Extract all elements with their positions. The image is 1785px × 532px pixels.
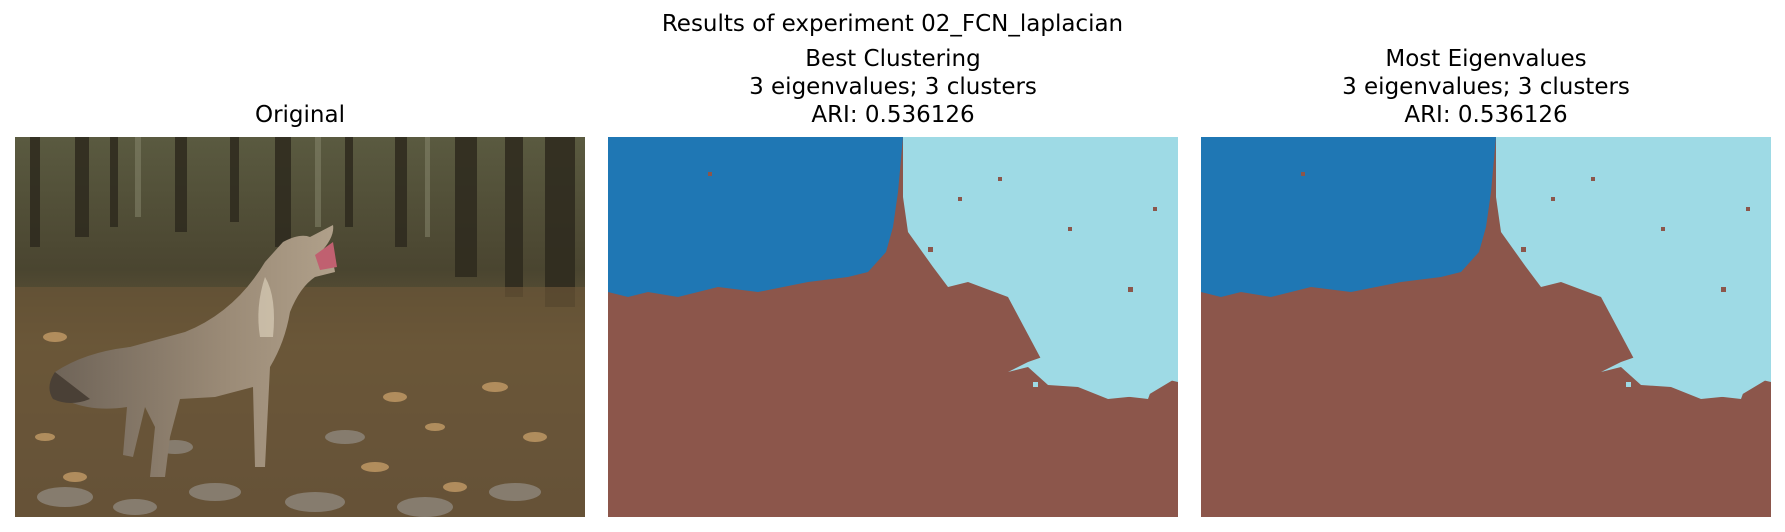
panel-title-most-eigenvalues: Most Eigenvalues 3 eigenvalues; 3 cluste… (1201, 45, 1771, 129)
title-line: 3 eigenvalues; 3 clusters (749, 74, 1037, 100)
title-line: Best Clustering (805, 46, 981, 72)
panel-most-eigenvalues: Most Eigenvalues 3 eigenvalues; 3 cluste… (1201, 0, 1771, 532)
original-image (15, 137, 585, 517)
title-line: ARI: 0.536126 (811, 102, 975, 128)
figure-title: Results of experiment 02_FCN_laplacian (661, 11, 1124, 37)
title-line: Original (254, 102, 345, 128)
cluster-map-best (608, 137, 1178, 517)
panel-title-best-clustering: Best Clustering 3 eigenvalues; 3 cluster… (608, 45, 1178, 129)
title-line: Most Eigenvalues (1385, 46, 1587, 72)
cluster-map-most-eigenvalues (1201, 137, 1771, 517)
panel-original: Original (15, 0, 585, 532)
coyote-figure (49, 225, 337, 477)
title-line: ARI: 0.536126 (1404, 102, 1568, 128)
panel-title-original: Original (15, 101, 585, 129)
title-line: 3 eigenvalues; 3 clusters (1342, 74, 1630, 100)
panel-best-clustering: Best Clustering 3 eigenvalues; 3 cluster… (608, 0, 1178, 532)
